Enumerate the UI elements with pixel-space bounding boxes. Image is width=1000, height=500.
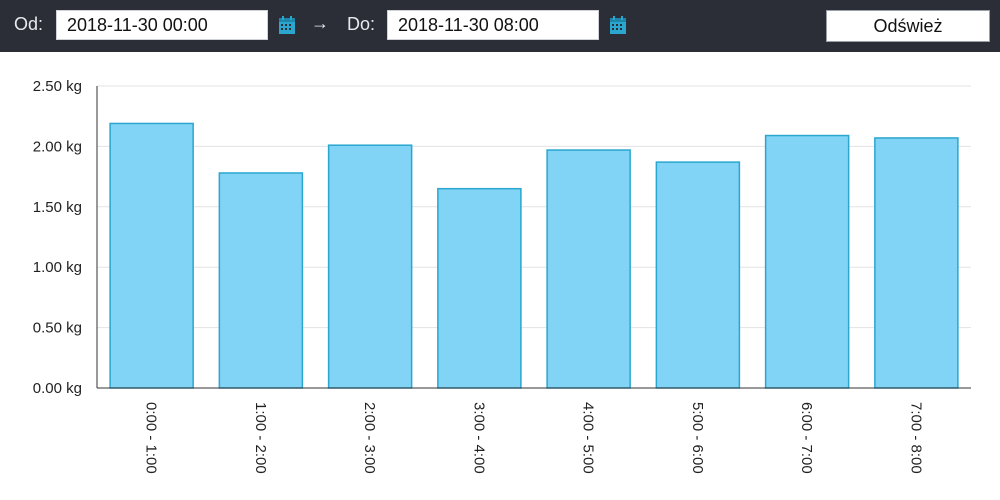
y-tick-label: 2.50 kg [33,78,82,95]
y-tick-label: 1.50 kg [33,199,82,216]
bar[interactable] [655,161,741,389]
y-tick-label: 2.00 kg [33,138,82,155]
toolbar: Od: → Do: Odśwież [0,0,1000,52]
refresh-button[interactable]: Odśwież [826,10,990,42]
x-tick-label: 5:00 - 6:00 [689,402,706,474]
y-axis-ticks: 0.00 kg 0.50 kg 1.00 kg 1.50 kg 2.00 kg 2.50 … [33,78,82,397]
x-tick-label: 1:00 - 2:00 [252,402,269,474]
to-date-input[interactable] [387,10,599,40]
x-tick-label: 3:00 - 4:00 [470,402,487,474]
bars [109,122,959,389]
bar[interactable] [546,149,631,389]
from-label: Od: [14,14,44,34]
bar[interactable] [764,134,850,389]
x-tick-label: 6:00 - 7:00 [798,402,815,474]
bar-chart: 0.00 kg 0.50 kg 1.00 kg 1.50 kg 2.00 kg 2.50 … [33,78,971,474]
calendar-icon[interactable] [609,15,627,35]
y-tick-label: 0.50 kg [33,320,82,337]
bar[interactable] [218,172,304,389]
bar[interactable] [109,122,194,389]
bar[interactable] [874,137,959,389]
x-tick-label: 2:00 - 3:00 [361,402,378,474]
y-tick-label: 1.00 kg [33,259,82,276]
x-tick-label: 4:00 - 5:00 [580,402,597,474]
y-tick-label: 0.00 kg [33,380,82,397]
from-date-input[interactable] [56,10,268,40]
x-tick-label: 0:00 - 1:00 [143,402,160,474]
range-arrow: → [311,13,329,33]
bar[interactable] [327,144,413,389]
bar[interactable] [437,187,522,389]
to-label: Do: [347,14,376,34]
calendar-icon[interactable] [278,15,296,35]
x-axis-ticks: 0:00 - 1:00 1:00 - 2:00 2:00 - 3:00 3:00 - … [143,402,925,474]
x-tick-label: 7:00 - 8:00 [907,402,924,474]
